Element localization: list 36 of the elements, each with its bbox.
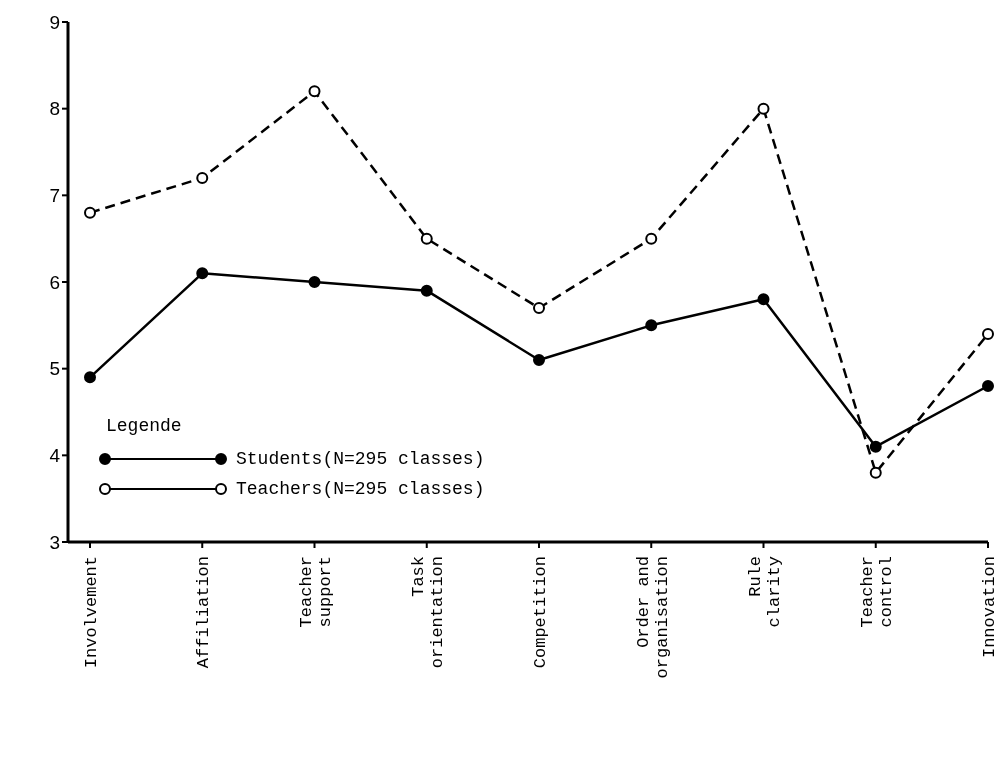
point (533, 302, 545, 314)
point (757, 293, 770, 306)
x-tick-label: Affiliation (194, 556, 214, 669)
point (757, 102, 770, 115)
point (196, 267, 209, 280)
point (308, 276, 321, 288)
y-tick-label: 3 (49, 531, 60, 553)
x-tick-label: Involvement (81, 556, 101, 669)
x-tick-label: Teacher control (858, 556, 897, 628)
point (869, 440, 882, 453)
x-tick-label: Innovation (979, 556, 999, 659)
point (196, 172, 209, 184)
point (420, 284, 433, 297)
point (645, 319, 658, 332)
legend-title: Legende (106, 416, 183, 436)
point (84, 371, 96, 384)
x-tick-label: Order and organisation (633, 556, 672, 679)
y-tick-label: 8 (49, 98, 60, 120)
point (645, 232, 658, 245)
x-tick-label: Competition (530, 556, 550, 669)
y-tick-label: 6 (49, 271, 60, 293)
x-tick-label: Rule clarity (746, 556, 784, 628)
point (308, 85, 321, 98)
point (533, 354, 545, 366)
legend-label: Students(N=295 classes) (236, 449, 485, 469)
point (982, 380, 994, 392)
y-tick-label: 5 (49, 358, 60, 380)
x-tick-label: Teacher support (297, 556, 335, 628)
point (420, 232, 433, 245)
point (84, 206, 96, 219)
legend-label: Teachers(N=295 classes) (236, 479, 485, 499)
point (869, 466, 882, 479)
y-tick-label: 4 (49, 445, 61, 467)
point (982, 328, 994, 340)
y-tick-label: 9 (49, 11, 60, 33)
y-tick-label: 7 (49, 185, 60, 207)
